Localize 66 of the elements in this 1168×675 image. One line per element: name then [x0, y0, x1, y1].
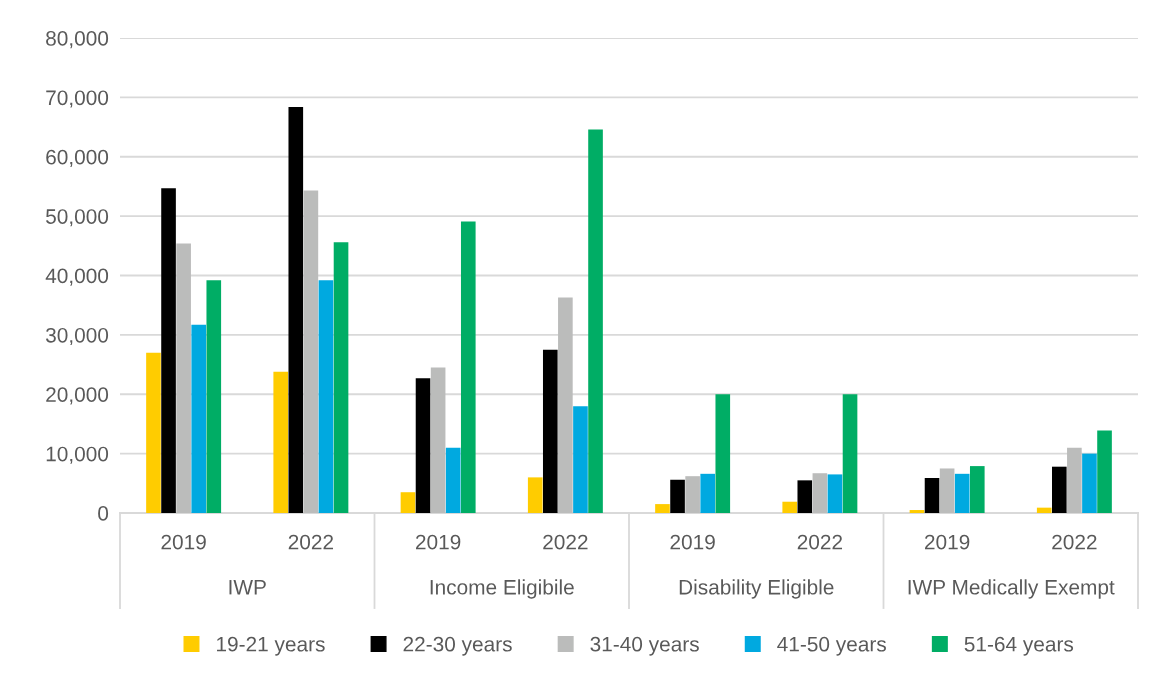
y-tick-label: 40,000: [45, 268, 109, 286]
bar: [273, 371, 289, 513]
bar: [1097, 430, 1112, 513]
bar: [333, 242, 349, 513]
y-tick-label: 20,000: [46, 387, 109, 405]
y-tick-label: 10,000: [46, 446, 109, 464]
bar: [812, 473, 828, 513]
bar: [542, 349, 558, 513]
bar: [700, 473, 716, 513]
bar: [191, 324, 207, 513]
text: Income Eligibile: [430, 579, 574, 599]
bar: [1067, 447, 1082, 513]
bar: [146, 352, 161, 513]
legend-label: 19-21 years: [217, 636, 325, 656]
bar: [670, 479, 685, 513]
bar: [1082, 453, 1097, 513]
y-tick-label: 50,000: [46, 209, 109, 227]
bar: [161, 188, 176, 513]
bar: [588, 129, 603, 513]
legend-label: 22-30 years: [403, 636, 512, 656]
x-tick-label: 2019: [925, 534, 970, 550]
bar: [715, 394, 731, 513]
bar: [827, 474, 843, 513]
bar: [924, 477, 940, 513]
bar: [318, 280, 334, 513]
x-tick-label: 2022: [288, 534, 333, 550]
bar: [206, 280, 222, 513]
bar: [685, 476, 700, 513]
bar: [527, 477, 543, 513]
text: IWP: [229, 580, 266, 595]
text: IWP Medically Exempt: [908, 579, 1115, 599]
legend-label: 31-40 years: [590, 636, 699, 656]
bar: [655, 504, 670, 513]
y-tick-label: 80,000: [46, 31, 109, 49]
bar: [797, 480, 813, 513]
legend-label: 51-64 years: [964, 636, 1074, 656]
bar: [842, 394, 858, 513]
x-tick-label: 2022: [1052, 534, 1097, 550]
bar: [954, 473, 970, 513]
bar: [460, 221, 476, 513]
bar: [1051, 466, 1067, 513]
legend-label: 41-50 years: [777, 636, 886, 656]
y-tick-label: 0: [98, 506, 109, 521]
y-tick-label: 60,000: [46, 149, 109, 167]
bar: [573, 406, 588, 513]
x-tick-label: 2019: [416, 534, 461, 550]
bar: [176, 243, 191, 513]
bar: [400, 492, 416, 513]
bar: [1036, 507, 1052, 513]
bar: [303, 190, 319, 513]
x-tick-label: 2019: [670, 534, 715, 550]
bar: [445, 447, 461, 513]
x-tick-label: 2022: [543, 534, 588, 550]
y-tick-label: 30,000: [45, 327, 109, 346]
bar: [939, 468, 955, 513]
bar: [782, 501, 798, 513]
x-tick-label: 2022: [797, 534, 842, 550]
bar: [415, 378, 431, 513]
bar: [969, 466, 985, 513]
bar: [558, 297, 573, 513]
y-tick-label: 70,000: [46, 90, 109, 108]
bar: [430, 367, 446, 513]
bar: [288, 106, 304, 513]
text: Disability Eligible: [679, 579, 834, 599]
x-tick-label: 2019: [161, 534, 206, 550]
bar: [909, 510, 925, 513]
